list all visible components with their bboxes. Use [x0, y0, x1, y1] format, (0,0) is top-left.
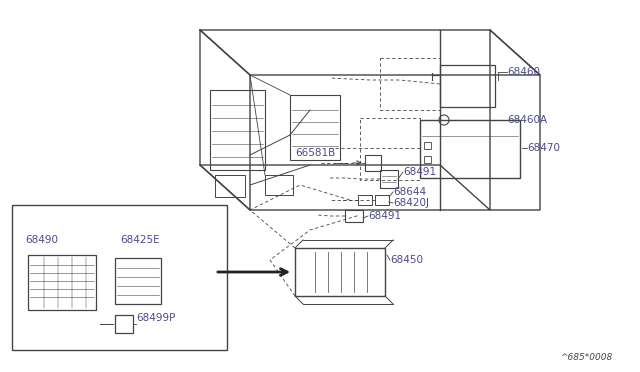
Bar — [345, 210, 363, 222]
Bar — [295, 248, 385, 296]
Text: ^685*0008: ^685*0008 — [560, 353, 612, 362]
Text: 68470: 68470 — [527, 143, 560, 153]
Text: 68491: 68491 — [403, 167, 436, 177]
Bar — [12, 205, 227, 350]
Bar — [424, 156, 431, 163]
Text: 68460A: 68460A — [507, 115, 547, 125]
Bar — [215, 175, 245, 197]
Text: 66581B: 66581B — [295, 148, 335, 158]
Bar — [210, 90, 265, 170]
Bar — [440, 65, 495, 107]
Bar — [365, 155, 381, 171]
Bar — [375, 195, 389, 205]
Text: 68420J: 68420J — [393, 198, 429, 208]
Text: 68460: 68460 — [507, 67, 540, 77]
Bar — [265, 175, 293, 195]
Bar — [115, 258, 161, 304]
Bar — [290, 95, 340, 160]
Text: 68491: 68491 — [368, 211, 401, 221]
Text: 68450: 68450 — [390, 255, 423, 265]
Bar — [380, 170, 398, 188]
Bar — [420, 120, 520, 178]
Bar — [424, 142, 431, 149]
Text: 68490: 68490 — [25, 235, 58, 245]
Bar — [358, 195, 372, 205]
Bar — [28, 255, 96, 310]
Bar — [115, 315, 133, 333]
Text: 68644: 68644 — [393, 187, 426, 197]
Text: 68425E: 68425E — [120, 235, 159, 245]
Text: 68499P: 68499P — [136, 313, 175, 323]
